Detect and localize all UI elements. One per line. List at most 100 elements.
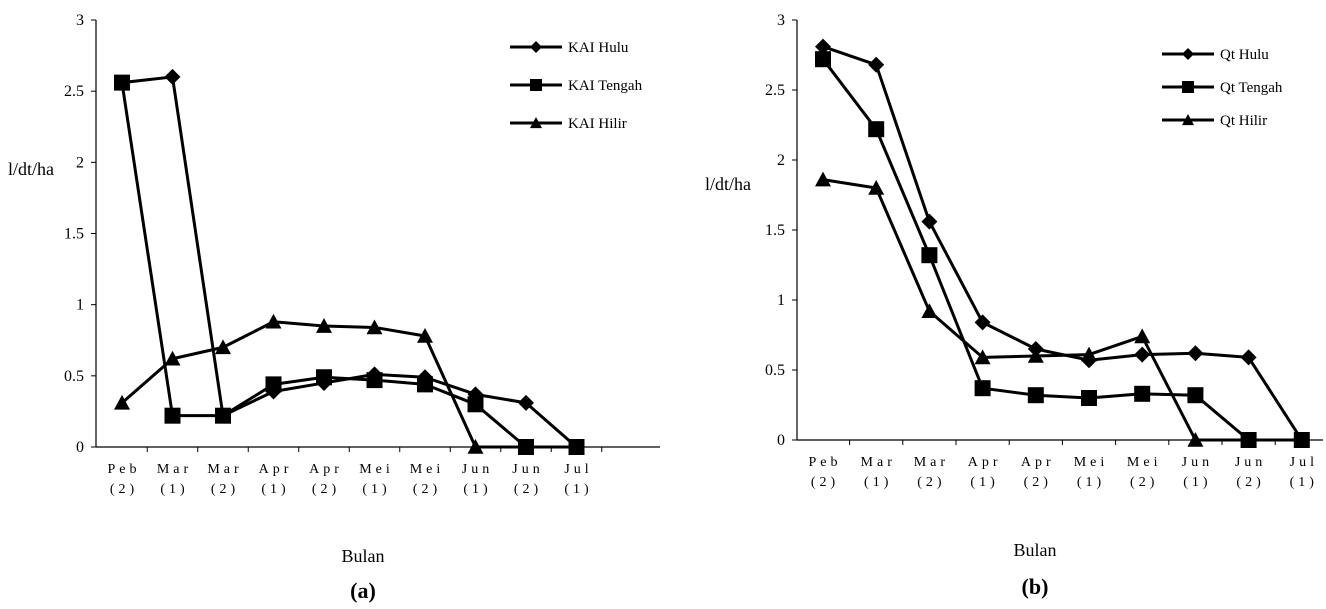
data-point-triangle: [1293, 432, 1310, 447]
legend-label: Qt Hilir: [1220, 113, 1267, 129]
x-tick-label: Apr: [1021, 455, 1055, 470]
legend-label: KAI Hilir: [568, 116, 627, 132]
data-point-diamond: [1134, 346, 1151, 363]
x-tick-label-sub: (1): [564, 482, 592, 497]
data-point-triangle: [316, 318, 332, 333]
data-point-diamond: [164, 68, 181, 85]
data-point-square: [868, 121, 885, 138]
y-axis-title: l/dt/ha: [8, 159, 54, 179]
legend-marker-triangle: [530, 117, 542, 129]
data-point-square: [417, 376, 433, 393]
panel-label: (a): [350, 578, 376, 603]
x-tick-label: Peb: [809, 455, 842, 470]
x-tick-label: Mei: [1127, 455, 1162, 470]
x-tick-label-sub: (2): [110, 482, 138, 497]
legend-marker-square: [1182, 81, 1194, 93]
x-tick-label: Mar: [157, 462, 192, 477]
legend-marker-diamond: [1182, 48, 1194, 60]
y-tick-label: 3: [777, 12, 785, 29]
x-tick-label-sub: (2): [312, 482, 340, 497]
y-axis-title: l/dt/ha: [705, 174, 751, 194]
data-point-diamond: [815, 38, 831, 55]
x-tick-label-sub: (1): [1290, 475, 1318, 490]
legend-label: KAI Tengah: [568, 78, 643, 94]
y-tick-label: 1.5: [765, 222, 785, 239]
data-point-triangle: [974, 349, 991, 365]
data-point-triangle: [815, 171, 831, 187]
x-tick-label-sub: (2): [1024, 475, 1052, 490]
x-tick-label: Mei: [410, 462, 445, 477]
series-line-2: [821, 58, 1302, 442]
y-tick-label: 0.5: [64, 368, 84, 385]
x-tick-label-sub: (1): [1183, 475, 1211, 490]
data-point-diamond: [1187, 345, 1204, 362]
series-line-2: [120, 82, 577, 449]
legend-label: Qt Tengah: [1220, 80, 1283, 96]
y-tick-label: 0.5: [765, 362, 785, 379]
data-point-triangle: [417, 327, 433, 343]
x-tick-label: Jun: [1182, 455, 1213, 470]
legend-marker-triangle: [1182, 114, 1194, 126]
y-tick-label: 1: [777, 292, 785, 309]
x-tick-label-sub: (2): [811, 475, 839, 490]
data-point-square: [164, 407, 181, 424]
chart-panel-a: 0 0.5 1 1.5 2 2.5 3 Peb (2) Mar (1) Mar (2) Apr (1) Apr…: [8, 12, 660, 603]
x-tick-label: Mar: [861, 455, 896, 470]
data-point-triangle: [568, 439, 585, 454]
x-tick-label-sub: (1): [1077, 475, 1105, 490]
data-point-square: [1134, 385, 1151, 402]
chart-panel-b: 0 0.5 1 1.5 2 2.5 3 Peb (2) Mar (1) Mar (2) Apr (1) Apr…: [705, 12, 1323, 599]
x-tick-label-sub: (2): [211, 482, 239, 497]
data-point-square: [265, 376, 282, 393]
y-tick-label: 3: [76, 12, 84, 29]
x-tick-label-sub: (1): [160, 482, 188, 497]
data-point-square: [114, 74, 130, 91]
x-tick-label: Jul: [564, 462, 592, 477]
x-tick-label: Peb: [108, 462, 141, 477]
y-tick-label: 2.5: [64, 83, 84, 100]
x-tick-label: Apr: [309, 462, 343, 477]
data-point-triangle: [518, 439, 534, 454]
data-point-triangle: [1187, 432, 1204, 447]
data-point-square: [1081, 390, 1097, 406]
x-tick-label: Mei: [359, 462, 394, 477]
y-tick-label: 0: [76, 439, 84, 456]
data-point-square: [1027, 387, 1044, 404]
data-point-triangle: [1081, 346, 1097, 362]
data-point-diamond: [1240, 349, 1257, 366]
data-point-triangle: [1027, 348, 1044, 363]
data-point-square: [366, 372, 383, 389]
x-tick-label-sub: (2): [1130, 475, 1158, 490]
x-tick-label: Mar: [207, 462, 242, 477]
data-point-diamond: [518, 394, 534, 411]
x-tick-label: Jun: [1235, 455, 1266, 470]
data-point-triangle: [114, 394, 130, 410]
x-tick-label-sub: (2): [413, 482, 441, 497]
data-point-triangle: [265, 313, 282, 329]
data-point-square: [921, 247, 938, 264]
x-tick-label: Mei: [1074, 455, 1109, 470]
x-tick-label-sub: (2): [917, 475, 945, 490]
legend-label: Qt Hulu: [1220, 47, 1269, 63]
series-line-3: [121, 320, 577, 449]
legend-marker-diamond: [530, 41, 542, 53]
x-tick-label-sub: (1): [261, 482, 289, 497]
data-point-diamond: [868, 56, 885, 73]
x-tick-label: Mar: [914, 455, 949, 470]
legend-marker-square: [530, 79, 542, 91]
data-point-triangle: [366, 319, 383, 335]
data-point-square: [974, 380, 991, 397]
y-tick-label: 0: [777, 432, 785, 449]
data-point-triangle: [868, 180, 885, 195]
data-point-square: [316, 369, 332, 386]
x-tick-label: Apr: [968, 455, 1002, 470]
x-tick-label: Jun: [512, 462, 543, 477]
x-axis-title: Bulan: [342, 546, 385, 566]
data-point-triangle: [467, 439, 484, 454]
x-tick-label-sub: (1): [362, 482, 390, 497]
x-tick-label-sub: (1): [864, 475, 892, 490]
x-tick-label-sub: (2): [1236, 475, 1264, 490]
panel-label: (b): [1022, 574, 1049, 599]
data-point-triangle: [1240, 432, 1257, 447]
